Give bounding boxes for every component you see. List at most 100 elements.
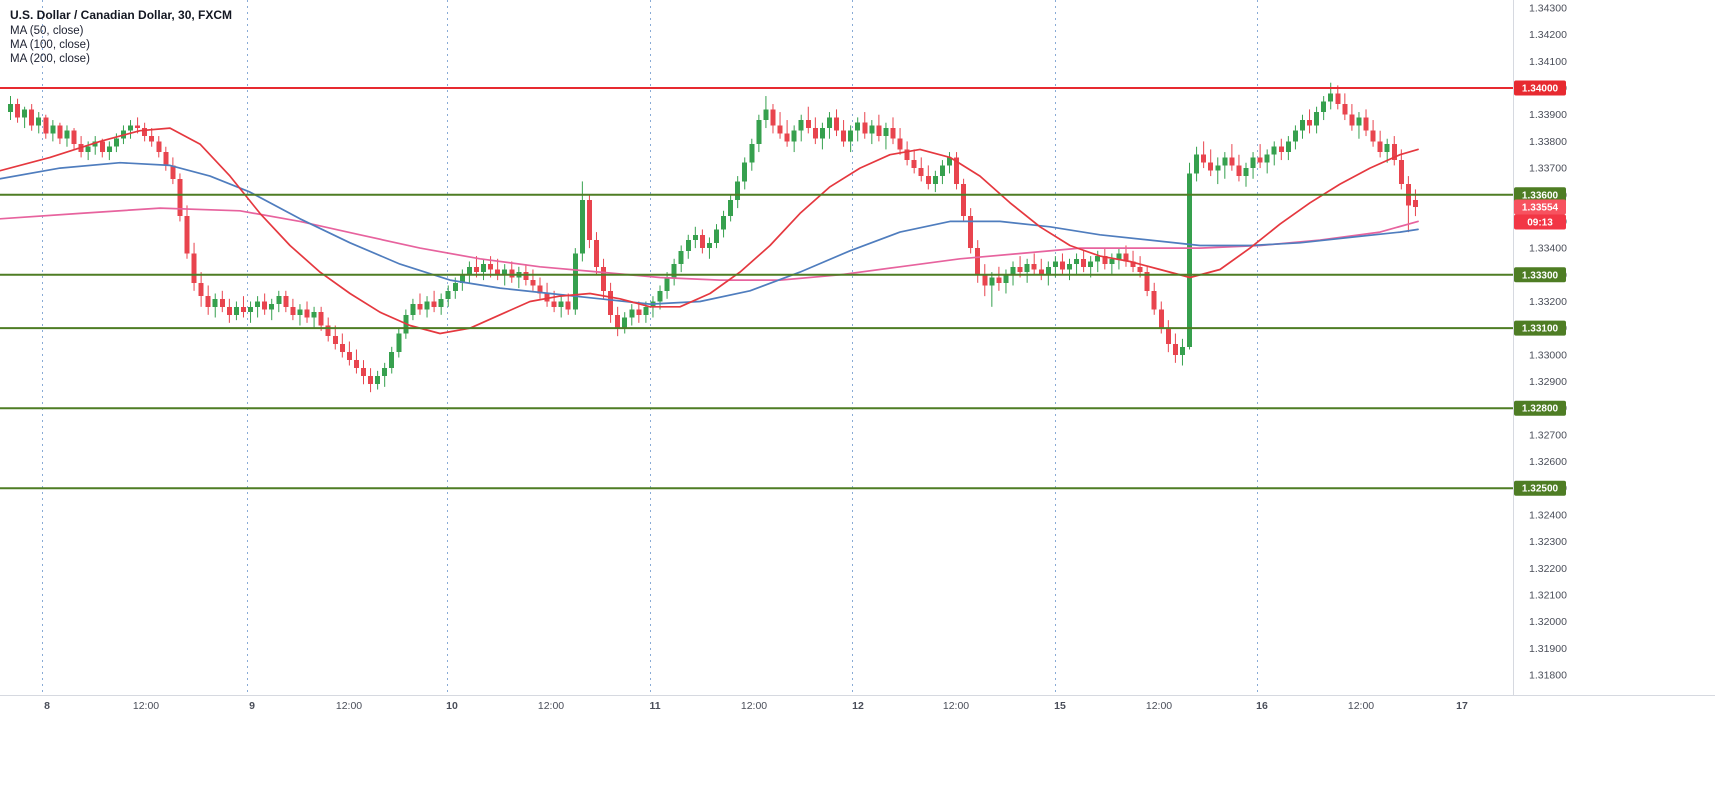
chart-pane[interactable] (0, 0, 1513, 695)
candle-body (812, 128, 818, 139)
candle-body (346, 352, 352, 361)
candle-body (678, 250, 684, 265)
time-axis-label: 12:00 (1348, 700, 1374, 712)
symbol-title[interactable]: U.S. Dollar / Canadian Dollar, 30, FXCM (10, 8, 233, 22)
candle-body (777, 125, 783, 134)
candle-body (756, 120, 762, 145)
last-price-label-bg (1514, 199, 1566, 215)
candle-body (339, 344, 345, 353)
ma50-legend[interactable]: MA (50, close) (10, 25, 84, 37)
price-tick-label: 1.32700 (1529, 429, 1567, 441)
chart-legend: U.S. Dollar / Canadian Dollar, 30, FXCM … (10, 8, 232, 66)
price-levels (0, 87, 1513, 490)
candle-body (714, 229, 719, 243)
candle-body (1151, 290, 1157, 310)
ma200-legend[interactable]: MA (200, close) (10, 53, 90, 65)
candle-body (622, 317, 628, 329)
time-axis-label: 17 (1456, 700, 1468, 712)
candle-body (466, 266, 472, 275)
candle-body (939, 165, 945, 177)
candle-body (805, 120, 811, 129)
candle-body (890, 128, 896, 139)
candle-body (262, 301, 268, 310)
candle-body (297, 309, 303, 315)
candle-body (177, 178, 183, 217)
candle-body (212, 298, 218, 307)
candle-body (325, 325, 331, 337)
candle-body (1081, 258, 1087, 267)
support-level-label-text: 1.32800 (1522, 404, 1559, 415)
candle-body (572, 253, 578, 310)
support-level-label-bg (1514, 267, 1566, 283)
candle-body (389, 352, 395, 369)
candle-body (749, 144, 755, 163)
candle-body (1229, 157, 1235, 166)
support-level-label-bg (1514, 187, 1566, 203)
candle-body (36, 117, 42, 126)
time-axis-label: 12:00 (1146, 700, 1172, 712)
candle-body (537, 285, 543, 294)
candle-body (71, 130, 77, 145)
candle-body (219, 298, 225, 307)
ma100-legend[interactable]: MA (100, close) (10, 39, 90, 51)
candle-body (954, 157, 960, 185)
candle-body (1335, 93, 1341, 105)
candle-body (1102, 256, 1108, 265)
candle-body (897, 138, 903, 150)
candle-body (417, 304, 423, 310)
support-level-label: 1.33600 (1514, 187, 1566, 203)
candle-body (1321, 101, 1327, 113)
support-level-label-bg (1514, 480, 1566, 496)
candle-body (876, 125, 882, 137)
candle-body (791, 130, 797, 142)
candle-body (551, 301, 557, 307)
candle-body (1137, 266, 1143, 273)
candle-body (1194, 154, 1200, 174)
price-tick-label: 1.34100 (1529, 56, 1567, 68)
candle-body (643, 306, 649, 315)
price-tick-label: 1.31900 (1529, 643, 1567, 655)
candle-body (1010, 266, 1016, 275)
ma100-line (0, 161, 1419, 305)
time-axis-label: 12:00 (741, 700, 767, 712)
candle-body (1116, 253, 1122, 259)
price-tick-label: 1.33800 (1529, 136, 1567, 148)
candle-body (1307, 120, 1313, 126)
candle-body (579, 200, 585, 254)
candle-body (1243, 168, 1249, 177)
candle-body (848, 130, 854, 142)
candle-body (92, 141, 98, 147)
candle-body (452, 282, 458, 291)
candle-body (332, 336, 338, 345)
candle-body (586, 200, 592, 241)
candle-body (946, 157, 952, 166)
support-level-label: 1.33300 (1514, 267, 1566, 283)
candle-body (932, 176, 938, 185)
price-tick-label: 1.32900 (1529, 376, 1567, 388)
support-level-label-text: 1.33100 (1522, 324, 1559, 335)
candle-body (692, 234, 698, 241)
candle-body (29, 109, 35, 126)
price-axis[interactable] (1513, 0, 1715, 695)
time-axis-label: 9 (249, 700, 255, 712)
candle-body (1045, 266, 1051, 275)
time-axis-labels: 8 12:00 9 12:00 10 12:00 11 12:00 12 12:00 15 12:00… (44, 700, 1468, 712)
candle-body (445, 290, 451, 299)
candle-body (975, 248, 981, 275)
candle-body (855, 122, 861, 131)
time-axis[interactable] (0, 695, 1715, 785)
candle-body (318, 312, 324, 326)
candle-body (1109, 258, 1115, 265)
candle-body (488, 264, 494, 270)
candle-body (142, 128, 148, 137)
candle-body (22, 109, 28, 118)
candle-body (248, 306, 254, 313)
candle-body (523, 272, 529, 281)
candle-body (135, 125, 141, 129)
candle-body (763, 109, 769, 121)
price-tick-label: 1.32400 (1529, 509, 1567, 521)
candle-body (530, 280, 536, 286)
time-axis-label: 16 (1256, 700, 1268, 712)
time-axis-label: 11 (649, 700, 660, 712)
